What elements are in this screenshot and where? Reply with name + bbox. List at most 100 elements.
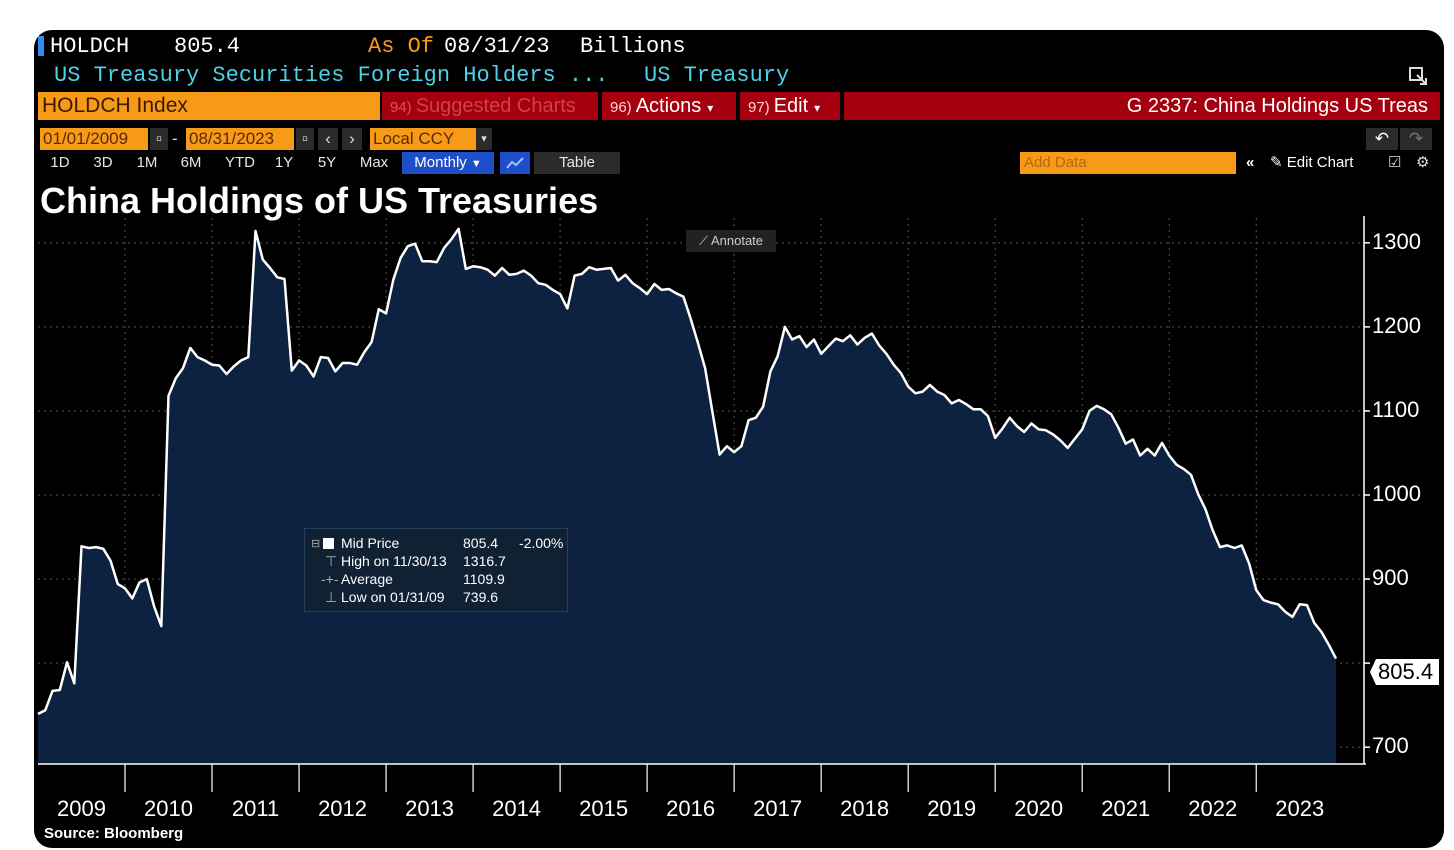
x-tick-label: 2021: [1101, 796, 1151, 821]
units-label: Billions: [580, 34, 686, 59]
x-tick-label: 2019: [927, 796, 977, 821]
actions-caret-icon: ▾: [707, 101, 714, 115]
as-of-label: As Of: [368, 34, 435, 59]
security-field[interactable]: [38, 92, 380, 120]
period-button-6m[interactable]: 6M: [180, 154, 202, 171]
series-description: US Treasury Securities Foreign Holders .…: [54, 63, 609, 88]
x-tick-label: 2023: [1275, 796, 1325, 821]
prev-range-icon[interactable]: ‹: [318, 128, 338, 150]
x-tick-label: 2013: [405, 796, 455, 821]
popout-icon[interactable]: [1408, 66, 1428, 86]
source-label: Source: Bloomberg: [44, 825, 184, 842]
legend-high-value: 1316.7: [463, 553, 506, 569]
chart-title: China Holdings of US Treasuries: [40, 180, 599, 221]
y-tick-label: 1100: [1372, 396, 1420, 422]
start-calendar-icon[interactable]: ▫: [150, 128, 168, 150]
x-tick-label: 2014: [492, 796, 542, 821]
legend-change: -2.00%: [519, 535, 564, 551]
x-tick-label: 2015: [579, 796, 629, 821]
last-value-flag: 805.4: [1370, 658, 1440, 686]
period-button-ytd[interactable]: YTD: [225, 154, 255, 171]
add-data-input[interactable]: Add Data: [1020, 152, 1236, 174]
annotate-button[interactable]: ⟋ Annotate: [686, 230, 776, 252]
end-date-input[interactable]: 08/31/2023: [186, 128, 294, 150]
chart-legend: ⊟ Mid Price 805.4 -2.00% ⊤ High on 11/30…: [304, 528, 568, 612]
x-tick-label: 2009: [57, 796, 106, 821]
currency-caret-icon[interactable]: ▾: [476, 128, 492, 150]
x-tick-label: 2018: [840, 796, 890, 821]
edit-num: 97): [748, 99, 770, 116]
period-button-1m[interactable]: 1M: [136, 154, 158, 171]
end-calendar-icon[interactable]: ▫: [296, 128, 314, 150]
frequency-caret-icon: ▼: [470, 158, 482, 170]
gear-icon[interactable]: ⚙: [1416, 154, 1430, 171]
period-button-max[interactable]: Max: [359, 154, 389, 171]
legend-swatch: [323, 538, 334, 549]
chart-axes: [38, 216, 1370, 792]
frequency-select[interactable]: Monthly ▼: [402, 152, 494, 174]
x-tick-label: 2010: [144, 796, 193, 821]
legend-low-value: 739.6: [463, 589, 499, 605]
frequency-label: Monthly: [414, 154, 467, 171]
high-marker-icon: ⊤: [325, 553, 338, 569]
annotate-pen-icon: ⟋: [698, 233, 709, 248]
period-button-5y[interactable]: 5Y: [317, 154, 337, 171]
start-date-input[interactable]: 01/01/2009: [40, 128, 148, 150]
period-button-1y[interactable]: 1Y: [274, 154, 294, 171]
y-tick-label: 900: [1372, 565, 1409, 591]
chart-settings-edit-icon[interactable]: ☑: [1388, 154, 1402, 171]
date-dash: -: [172, 129, 178, 148]
x-tick-label: 2011: [231, 796, 280, 821]
table-label: Table: [559, 154, 595, 171]
next-range-icon[interactable]: ›: [342, 128, 362, 150]
table-button[interactable]: Table: [534, 152, 620, 174]
chart-id-label: G 2337: China Holdings US Treas: [1126, 95, 1428, 117]
period-button-3d[interactable]: 3D: [93, 154, 113, 171]
edit-label: Edit: [773, 95, 809, 117]
legend-collapse-icon[interactable]: ⊟: [311, 538, 321, 550]
period-button-1d[interactable]: 1D: [50, 154, 70, 171]
x-tick-label: 2016: [666, 796, 716, 821]
last-value-label: 805.4: [1378, 659, 1434, 684]
actions-button[interactable]: 96) Actions ▾: [602, 92, 736, 120]
y-tick-label: 1000: [1372, 481, 1421, 506]
average-marker-icon: -+-: [321, 571, 339, 587]
x-tick-label: 2020: [1014, 796, 1064, 821]
add-data-placeholder: Add Data: [1024, 154, 1087, 171]
suggested-num: 94): [390, 99, 412, 116]
legend-low-label: Low on 01/31/09: [341, 589, 445, 605]
suggested-label: Suggested Charts: [415, 95, 576, 117]
redo-icon[interactable]: ↷: [1400, 128, 1432, 150]
legend-high-label: High on 11/30/13: [341, 553, 447, 569]
edit-chart-button[interactable]: ✎ Edit Chart: [1270, 152, 1353, 174]
currency-select[interactable]: Local CCY: [370, 128, 476, 150]
bloomberg-terminal-window: HOLDCH 805.4 As Of 08/31/23 Billions US …: [34, 30, 1444, 848]
security-label: HOLDCH Index: [42, 94, 188, 117]
x-tick-label: 2017: [753, 796, 803, 821]
edit-chart-label: Edit Chart: [1286, 154, 1354, 171]
edit-caret-icon: ▾: [814, 101, 821, 115]
y-tick-label: 1300: [1372, 228, 1421, 254]
holdings-line: [37, 227, 1338, 716]
legend-last: 805.4: [463, 535, 499, 551]
pencil-icon: ✎: [1270, 154, 1283, 171]
edit-button[interactable]: 97) Edit ▾: [740, 92, 840, 120]
chart-plot: [37, 216, 1370, 792]
x-tick-label: 2022: [1188, 796, 1238, 821]
line-chart-icon[interactable]: [500, 152, 530, 174]
legend-title: Mid Price: [341, 535, 400, 551]
ticker-symbol: HOLDCH: [50, 34, 130, 59]
actions-num: 96): [610, 99, 632, 116]
legend-avg-label: Average: [341, 571, 393, 587]
annotate-label: Annotate: [710, 233, 764, 248]
low-marker-icon: ⊥: [325, 589, 338, 605]
collapse-icon[interactable]: «: [1246, 154, 1255, 171]
actions-label: Actions: [635, 95, 702, 117]
header-last-value: 805.4: [174, 34, 241, 59]
ticker-accent: [38, 36, 44, 56]
legend-avg-value: 1109.9: [463, 571, 505, 587]
suggested-charts-button[interactable]: 94) Suggested Charts: [382, 92, 598, 120]
x-tick-label: 2012: [318, 796, 368, 821]
chart-id-bar: G 2337: China Holdings US Treas: [844, 92, 1440, 120]
undo-icon[interactable]: ↶: [1366, 128, 1398, 150]
